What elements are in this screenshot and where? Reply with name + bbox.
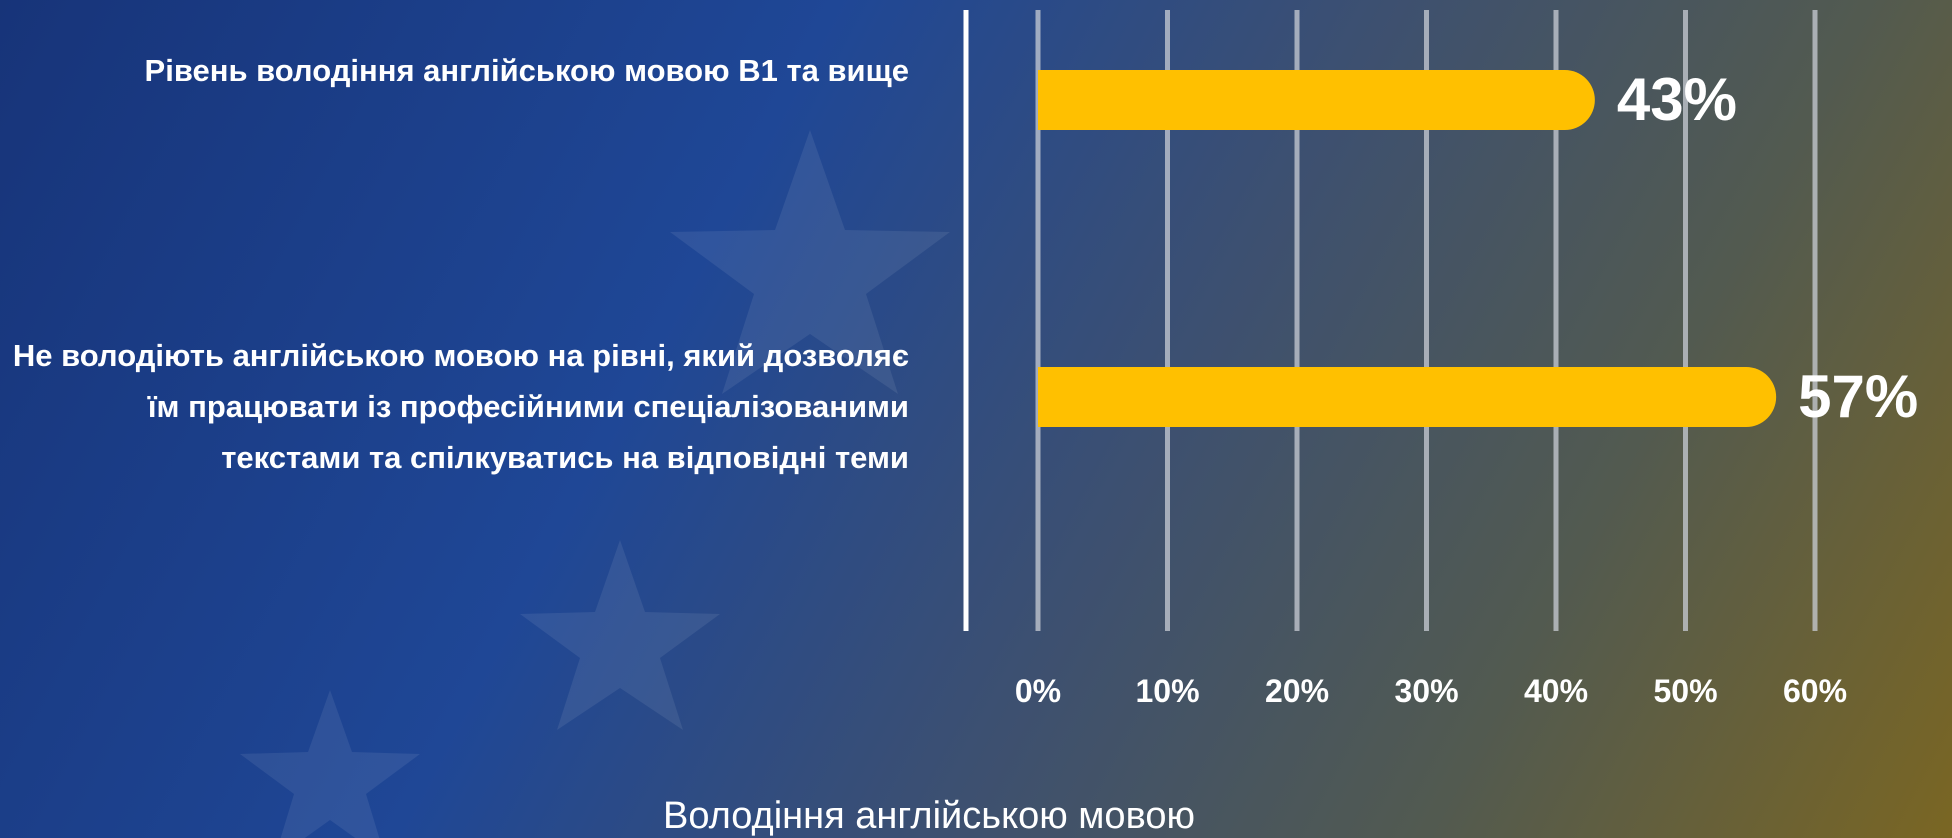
x-axis-label: Володіння англійською мовою: [663, 795, 1195, 837]
category-label: Рівень володіння англійською мовою В1 та…: [144, 53, 909, 88]
category-label: Не володіють англійською мовою на рівні,…: [12, 338, 909, 475]
x-tick-label: 60%: [1783, 673, 1847, 709]
x-tick-label: 50%: [1653, 673, 1717, 709]
bar: [1038, 70, 1595, 130]
x-tick-label: 40%: [1524, 673, 1588, 709]
value-label: 43%: [1617, 66, 1737, 133]
decor: [240, 130, 950, 838]
value-label: 57%: [1798, 363, 1918, 430]
x-tick-label: 10%: [1135, 673, 1199, 709]
bar: [1038, 367, 1777, 427]
x-tick-label: 30%: [1394, 673, 1458, 709]
x-tick-label: 20%: [1265, 673, 1329, 709]
x-tick-label: 0%: [1015, 673, 1061, 709]
